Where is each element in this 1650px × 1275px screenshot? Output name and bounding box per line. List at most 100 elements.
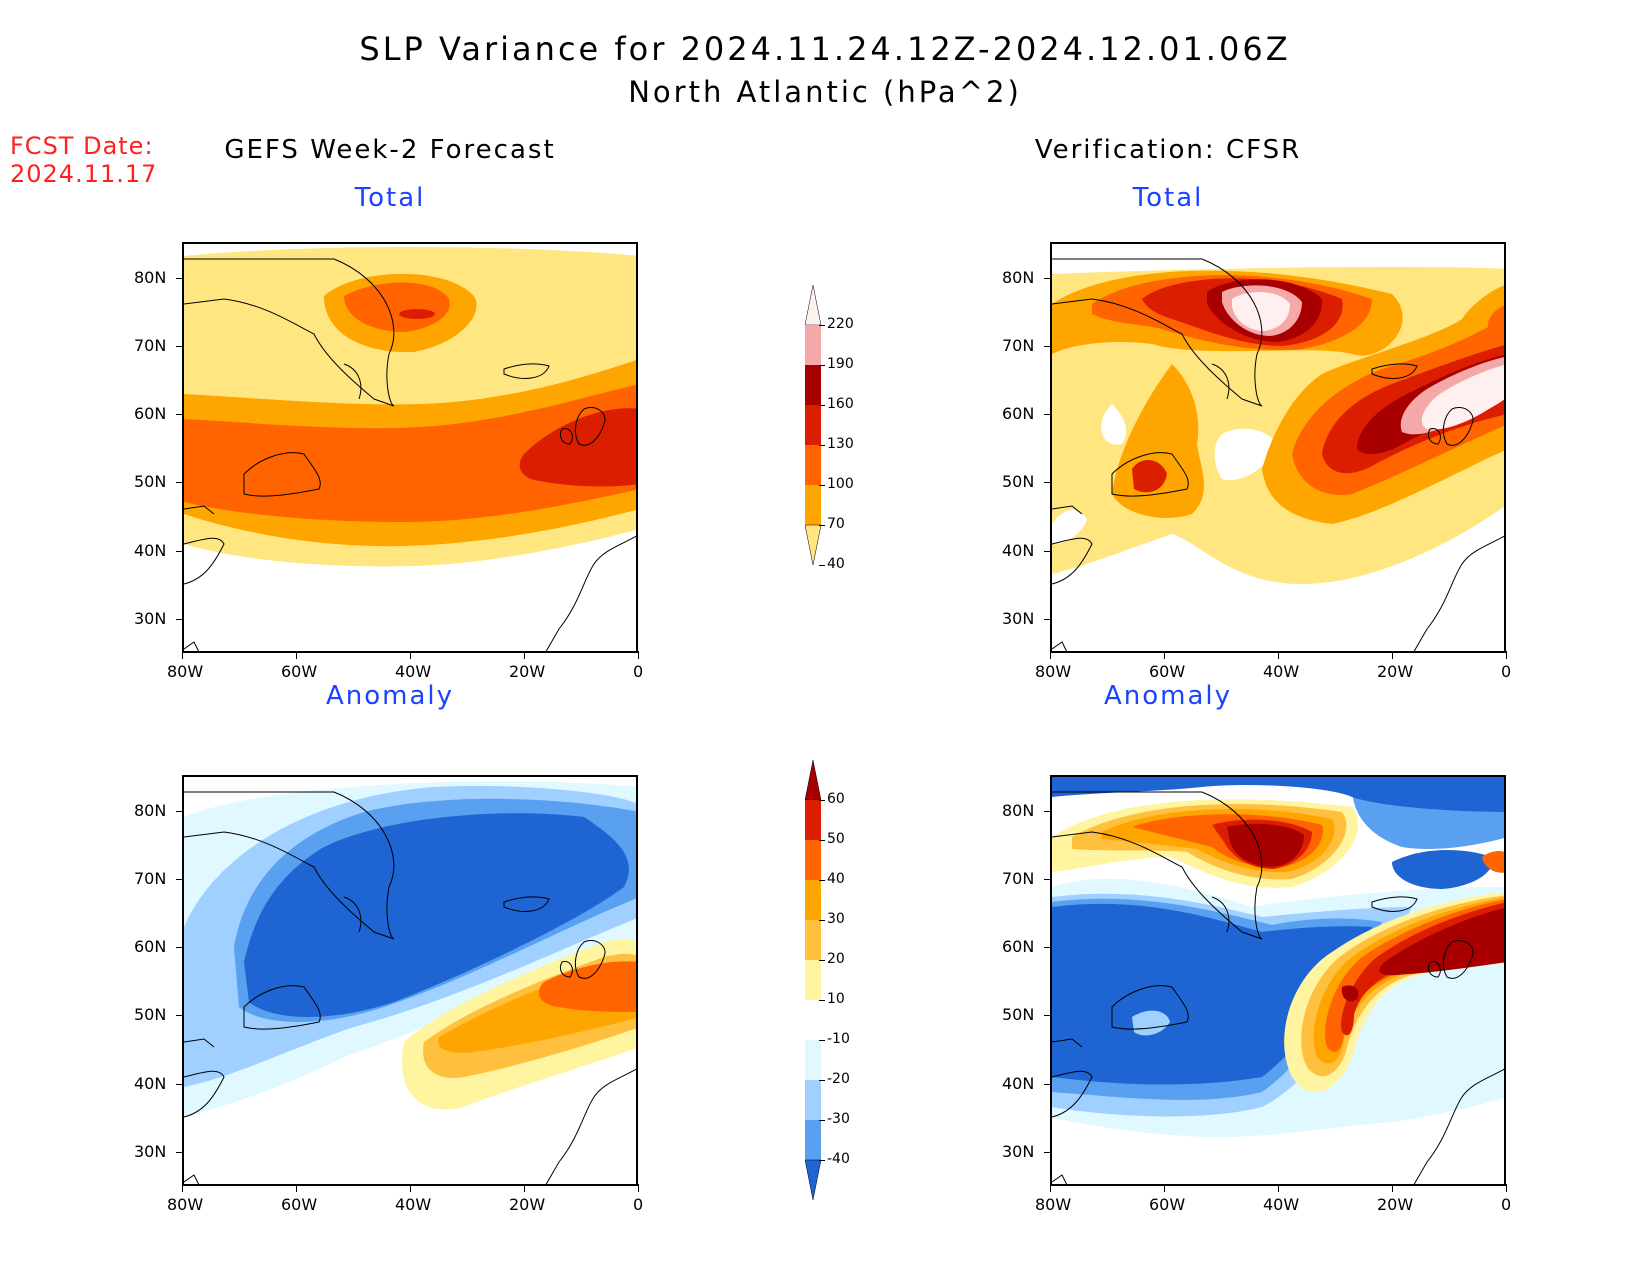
- lon-tick-label: 80W: [167, 1195, 204, 1214]
- lon-tick-mark: [1506, 651, 1507, 659]
- lon-tick-mark: [1278, 1184, 1279, 1192]
- colorbar-tick: [819, 1160, 825, 1161]
- lat-tick-label: 60N: [1002, 937, 1035, 956]
- colorbar-segment: [805, 1120, 821, 1160]
- lon-tick-mark: [1392, 1184, 1393, 1192]
- lon-tick-label: 60W: [1149, 1195, 1186, 1214]
- lat-tick-mark: [176, 947, 184, 948]
- lon-tick-mark: [1164, 1184, 1165, 1192]
- lat-tick-label: 50N: [134, 472, 167, 491]
- verification-total-map: [1050, 242, 1506, 653]
- lon-tick-mark: [524, 1184, 525, 1192]
- main-title: SLP Variance for 2024.11.24.12Z-2024.12.…: [359, 30, 1291, 68]
- lon-tick-label: 60W: [1149, 662, 1186, 681]
- total-colorbar: [804, 284, 822, 615]
- colorbar-top-arrow: [804, 284, 822, 326]
- colorbar-segment: [805, 445, 821, 485]
- lat-tick-label: 30N: [134, 609, 167, 628]
- lon-tick-label: 20W: [1377, 662, 1414, 681]
- lat-tick-mark: [176, 879, 184, 880]
- colorbar-tick: [819, 485, 825, 486]
- colorbar-tick: [819, 1000, 825, 1001]
- lon-tick-mark: [524, 651, 525, 659]
- lon-tick-mark: [1050, 1184, 1051, 1192]
- forecast-anomaly-title: Anomaly: [325, 681, 455, 711]
- forecast-column-title: GEFS Week-2 Forecast: [224, 135, 556, 165]
- lon-tick-label: 20W: [509, 662, 546, 681]
- colorbar-segment: [805, 365, 821, 405]
- lon-tick-mark: [1164, 651, 1165, 659]
- lat-tick-mark: [176, 619, 184, 620]
- colorbar-segment: [805, 1040, 821, 1080]
- lat-tick-mark: [1044, 551, 1052, 552]
- colorbar-label: 40: [827, 556, 845, 572]
- colorbar-label: 30: [827, 911, 845, 927]
- colorbar-bottom-arrow: [804, 524, 822, 566]
- lat-tick-label: 80N: [1002, 268, 1035, 287]
- lat-tick-label: 80N: [134, 801, 167, 820]
- verification-column-title: Verification: CFSR: [1034, 135, 1302, 165]
- colorbar-label: 220: [827, 316, 854, 332]
- colorbar-label: 50: [827, 831, 845, 847]
- colorbar-tick: [819, 325, 825, 326]
- lon-tick-label: 20W: [1377, 1195, 1414, 1214]
- lat-tick-label: 40N: [1002, 541, 1035, 560]
- lon-tick-mark: [296, 651, 297, 659]
- lat-tick-label: 80N: [1002, 801, 1035, 820]
- forecast-total-title: Total: [354, 183, 426, 213]
- lat-tick-mark: [176, 811, 184, 812]
- colorbar-segment: [805, 1000, 821, 1040]
- lat-tick-mark: [1044, 482, 1052, 483]
- colorbar-label: 190: [827, 356, 854, 372]
- lat-tick-label: 30N: [1002, 1142, 1035, 1161]
- lat-tick-mark: [176, 414, 184, 415]
- fcst-date-value: 2024.11.17: [10, 160, 158, 188]
- lon-tick-mark: [410, 651, 411, 659]
- lon-tick-mark: [182, 651, 183, 659]
- fcst-date-label: FCST Date:: [10, 132, 154, 160]
- lat-tick-mark: [1044, 1015, 1052, 1016]
- lat-tick-label: 70N: [1002, 869, 1035, 888]
- colorbar-label: -40: [827, 1151, 850, 1167]
- lat-tick-label: 60N: [134, 404, 167, 423]
- colorbar-label: 10: [827, 991, 845, 1007]
- lat-tick-label: 50N: [1002, 472, 1035, 491]
- lon-tick-mark: [1506, 1184, 1507, 1192]
- lon-tick-mark: [1278, 651, 1279, 659]
- colorbar-bottom-arrow: [804, 1159, 822, 1201]
- colorbar-tick: [819, 565, 825, 566]
- lon-tick-label: 80W: [167, 662, 204, 681]
- lat-tick-label: 40N: [134, 1074, 167, 1093]
- lat-tick-mark: [1044, 346, 1052, 347]
- forecast-total-map: [182, 242, 638, 653]
- lat-tick-mark: [1044, 278, 1052, 279]
- lon-tick-label: 0: [633, 1195, 644, 1214]
- colorbar-tick: [819, 840, 825, 841]
- colorbar-tick: [819, 365, 825, 366]
- colorbar-segment: [805, 325, 821, 365]
- colorbar-segment: [805, 405, 821, 445]
- forecast-anomaly-map: [182, 775, 638, 1186]
- colorbar-label: 100: [827, 476, 854, 492]
- colorbar-tick: [819, 800, 825, 801]
- colorbar-tick: [819, 405, 825, 406]
- lat-tick-mark: [1044, 947, 1052, 948]
- lat-tick-mark: [176, 551, 184, 552]
- lat-tick-mark: [176, 1015, 184, 1016]
- colorbar-label: 40: [827, 871, 845, 887]
- lat-tick-mark: [1044, 1084, 1052, 1085]
- lat-tick-label: 60N: [1002, 404, 1035, 423]
- colorbar-label: 160: [827, 396, 854, 412]
- lon-tick-mark: [1392, 651, 1393, 659]
- lat-tick-mark: [176, 346, 184, 347]
- colorbar-segment: [805, 840, 821, 880]
- lat-tick-label: 70N: [134, 869, 167, 888]
- colorbar-label: -30: [827, 1111, 850, 1127]
- lat-tick-mark: [1044, 811, 1052, 812]
- colorbar-top-arrow: [804, 759, 822, 801]
- lat-tick-label: 70N: [134, 336, 167, 355]
- lat-tick-label: 30N: [1002, 609, 1035, 628]
- lat-tick-label: 50N: [134, 1005, 167, 1024]
- lon-tick-label: 0: [1501, 1195, 1512, 1214]
- lon-tick-label: 40W: [395, 1195, 432, 1214]
